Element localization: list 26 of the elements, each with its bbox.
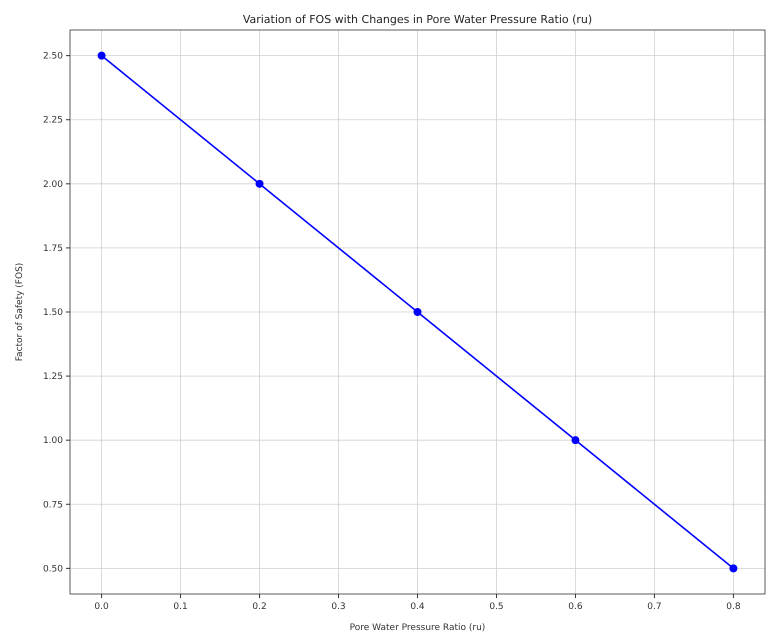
point: [256, 180, 264, 188]
y-tick-label: 2.25: [42, 116, 63, 126]
point: [571, 436, 580, 444]
x-tick-label: 0.1: [173, 602, 188, 612]
y-tick-label: 0.75: [42, 500, 63, 510]
x-tick-label: 0.7: [647, 602, 662, 612]
y-tick-label: 1.75: [42, 244, 63, 254]
y-tick-label: 0.50: [42, 564, 64, 574]
point: [729, 564, 738, 572]
y-tick-label: 1.00: [42, 436, 64, 446]
y-tick-label: 1.25: [42, 372, 63, 382]
point: [414, 308, 422, 316]
point: [98, 52, 106, 60]
x-tick-label: 0.0: [94, 602, 110, 612]
x-tick-label: 0.4: [410, 602, 425, 612]
x-tick-label: 0.3: [331, 602, 346, 612]
chart-title: Variation of FOS with Changes in Pore Water Pressure Ratio (ru): [242, 13, 592, 26]
x-tick-label: 0.5: [489, 602, 504, 612]
y-axis-title: Factor of Safety (FOS): [15, 262, 25, 362]
x-tick-label: 0.6: [568, 602, 583, 612]
y-tick-label: 2.00: [42, 180, 64, 190]
y-tick-label: 1.50: [42, 308, 64, 318]
x-tick-label: 0.2: [252, 602, 267, 612]
x-axis-title: Pore Water Pressure Ratio (ru): [350, 623, 486, 633]
x-tick-label: 0.8: [726, 602, 741, 612]
y-tick-label: 2.50: [42, 52, 64, 62]
